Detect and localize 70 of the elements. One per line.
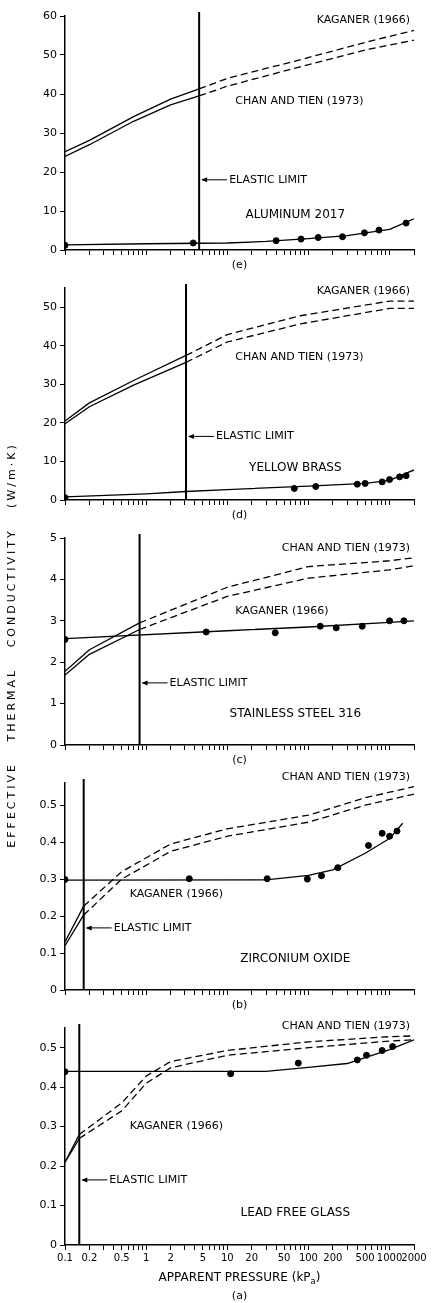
y-tick-label: 0.5 [39, 798, 57, 812]
y-tick-label: 0.5 [39, 1040, 57, 1054]
series-label: CHAN AND TIEN (1973) [281, 769, 410, 783]
y-tick-label: 10 [43, 454, 57, 468]
y-tick-label: 0.4 [39, 1080, 57, 1094]
y-tick-label: 0.3 [39, 871, 57, 885]
y-tick-label: 30 [43, 125, 57, 139]
text: (b) [231, 997, 248, 1011]
y-tick-label: 40 [43, 86, 57, 100]
y-tick-label: 0 [50, 1237, 57, 1251]
ref-line-label: ELASTIC LIMIT [216, 429, 295, 443]
series-label: KAGANER (1966) [235, 604, 329, 618]
series-label: KAGANER (1966) [316, 283, 410, 297]
series-label: KAGANER (1966) [129, 1118, 224, 1132]
y-tick-label: 0 [50, 242, 57, 256]
y-tick-label: 0.3 [39, 1119, 57, 1133]
series-label: CHAN AND TIEN (1973) [281, 540, 410, 554]
annotation: LEAD FREE GLASS [240, 1204, 351, 1219]
series-label: CHAN AND TIEN (1973) [235, 349, 364, 363]
y-tick-label: 0.2 [39, 1158, 57, 1172]
y-tick-label: 20 [43, 164, 57, 178]
y-tick-label: 4 [50, 572, 57, 586]
y-tick-label: 60 [43, 8, 57, 22]
y-tick-label: 30 [43, 377, 57, 391]
x-tick-label: 1000 [376, 1251, 403, 1263]
text: (a) [231, 1288, 248, 1302]
x-tick-label: 20 [245, 1251, 259, 1263]
x-tick-label: 50 [277, 1251, 291, 1263]
x-tick-label: 100 [298, 1251, 318, 1263]
ref-line-label: ELASTIC LIMIT [169, 675, 248, 689]
series-label: KAGANER (1966) [129, 886, 224, 900]
annotation: STAINLESS STEEL 316 [229, 706, 362, 721]
ref-line-label: ELASTIC LIMIT [229, 172, 308, 186]
y-tick-label: 50 [43, 47, 57, 61]
x-tick-label: 500 [355, 1251, 375, 1263]
y-tick-label: 1 [50, 696, 57, 710]
series-label: CHAN AND TIEN (1973) [235, 94, 364, 108]
annotation: ZIRCONIUM OXIDE [240, 951, 351, 966]
x-tick-label: 200 [323, 1251, 343, 1263]
x-tick-label: 2000 [401, 1251, 427, 1263]
y-tick-label: 0.2 [39, 908, 57, 922]
ref-line-label: ELASTIC LIMIT [113, 920, 192, 934]
text: (d) [231, 507, 248, 521]
x-tick-label: 0.5 [113, 1251, 130, 1263]
y-tick-label: 0 [50, 982, 57, 996]
x-tick-label: 2 [167, 1251, 174, 1263]
y-tick-label: 2 [50, 655, 57, 669]
y-tick-label: 5 [50, 530, 57, 544]
y-tick-label: 0 [50, 737, 57, 751]
y-tick-label: 10 [43, 203, 57, 217]
ref-line-label: ELASTIC LIMIT [109, 1172, 188, 1186]
y-tick-label: 50 [43, 300, 57, 314]
y-tick-label: 40 [43, 338, 57, 352]
annotation: ALUMINUM 2017 [245, 207, 346, 222]
series-label: KAGANER (1966) [316, 13, 410, 27]
x-tick-label: 5 [199, 1251, 207, 1263]
y-tick-label: 3 [50, 613, 57, 627]
y-axis-title: EFFECTIVE THERMAL CONDUCTIVITY (W/m·K) [4, 441, 18, 848]
y-tick-label: 0.1 [39, 945, 57, 959]
series-label: CHAN AND TIEN (1973) [281, 1018, 410, 1032]
y-tick-label: 0 [50, 492, 57, 506]
text: (c) [232, 752, 247, 766]
y-tick-label: 20 [43, 415, 57, 429]
x-tick-label: 10 [220, 1251, 234, 1263]
text: (e) [231, 257, 248, 271]
x-tick-label: 0.2 [81, 1251, 98, 1263]
annotation: YELLOW BRASS [248, 460, 342, 475]
y-tick-label: 0.4 [39, 835, 57, 848]
x-tick-label: 1 [142, 1251, 150, 1263]
y-tick-label: 0.1 [39, 1198, 57, 1212]
